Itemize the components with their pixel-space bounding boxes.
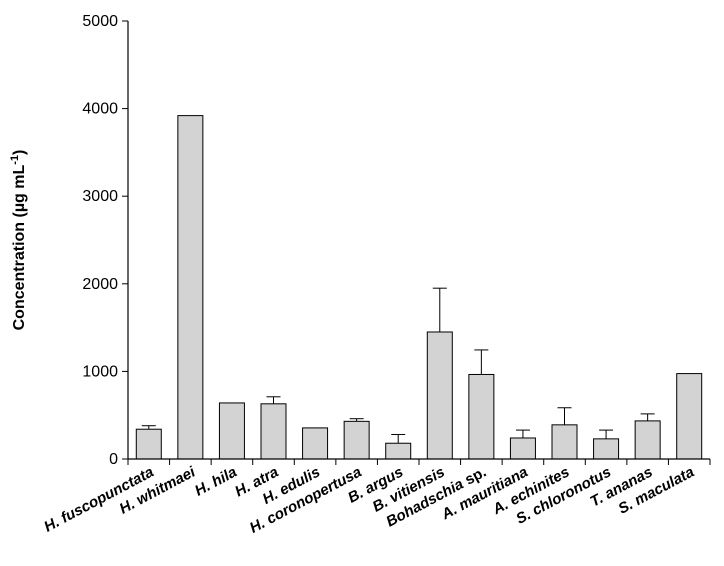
y-axis-label-close: ) (11, 150, 28, 155)
bar (634, 420, 661, 460)
error-bars-group (141, 287, 655, 444)
axes-group (127, 21, 710, 460)
bar (302, 427, 329, 460)
bar (509, 437, 536, 460)
category-label: H. hila (192, 464, 240, 500)
bar (551, 424, 578, 460)
bar (218, 402, 245, 460)
bar (260, 403, 287, 460)
bar (426, 331, 453, 460)
y-ticks-group: 0 1000 2000 3000 4000 5000 (82, 13, 128, 468)
y-axis-label-sup: -1 (9, 155, 21, 165)
y-tick-label: 2000 (82, 276, 118, 293)
bar (343, 420, 370, 460)
y-tick-label: 1000 (82, 363, 118, 380)
y-axis-label-main: Concentration (µg mL (11, 165, 28, 331)
y-tick-label: 3000 (82, 188, 118, 205)
bar (676, 373, 703, 460)
y-axis-label: Concentration (µg mL-1) (9, 150, 28, 331)
bars-group (135, 115, 703, 460)
bar (468, 373, 495, 460)
y-tick-label: 0 (109, 451, 118, 468)
bar (385, 442, 412, 460)
y-tick-label: 4000 (82, 101, 118, 118)
x-ticks-group (127, 459, 711, 465)
bar (593, 438, 620, 460)
bar (135, 428, 162, 460)
bar (177, 115, 204, 460)
y-tick-label: 5000 (82, 13, 118, 30)
